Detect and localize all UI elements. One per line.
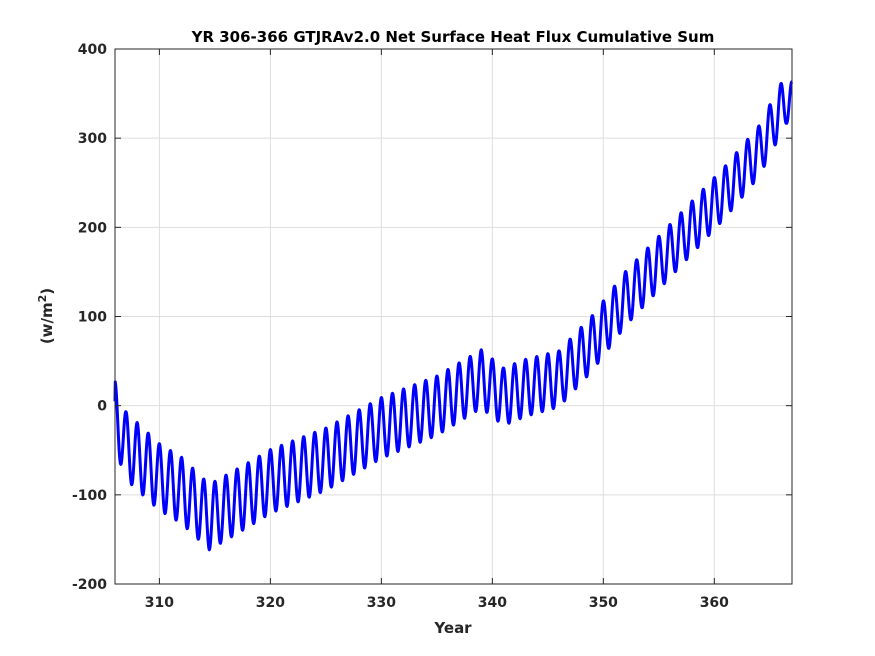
- y-tick-label: 200: [78, 220, 107, 236]
- y-tick-label: 300: [78, 131, 107, 147]
- x-tick-label: 320: [256, 595, 285, 611]
- x-tick-label: 330: [367, 595, 396, 611]
- series-layer: [113, 80, 794, 552]
- series-line: [113, 80, 794, 552]
- x-axis-label: Year: [433, 619, 472, 637]
- chart-title: YR 306-366 GTJRAv2.0 Net Surface Heat Fl…: [191, 28, 715, 46]
- y-axis-label: (w/m2): [36, 288, 56, 344]
- x-ticks: 310 320 330 340 350 360: [145, 49, 729, 611]
- y-tick-label: 400: [78, 42, 107, 58]
- y-tick-label: 0: [97, 399, 107, 415]
- y-axis-label-superscript: 2: [36, 295, 49, 303]
- y-ticks: -200 -100 0 100 200 300 400: [72, 42, 792, 593]
- y-axis-label-main: (w/m: [38, 302, 56, 344]
- y-tick-label: -100: [72, 488, 107, 504]
- x-tick-label: 340: [478, 595, 507, 611]
- x-tick-label: 310: [145, 595, 174, 611]
- x-tick-label: 350: [589, 595, 618, 611]
- x-tick-label: 360: [700, 595, 729, 611]
- y-tick-label: 100: [78, 310, 107, 326]
- y-axis-label-close: ): [38, 288, 56, 295]
- y-tick-label: -200: [72, 577, 107, 593]
